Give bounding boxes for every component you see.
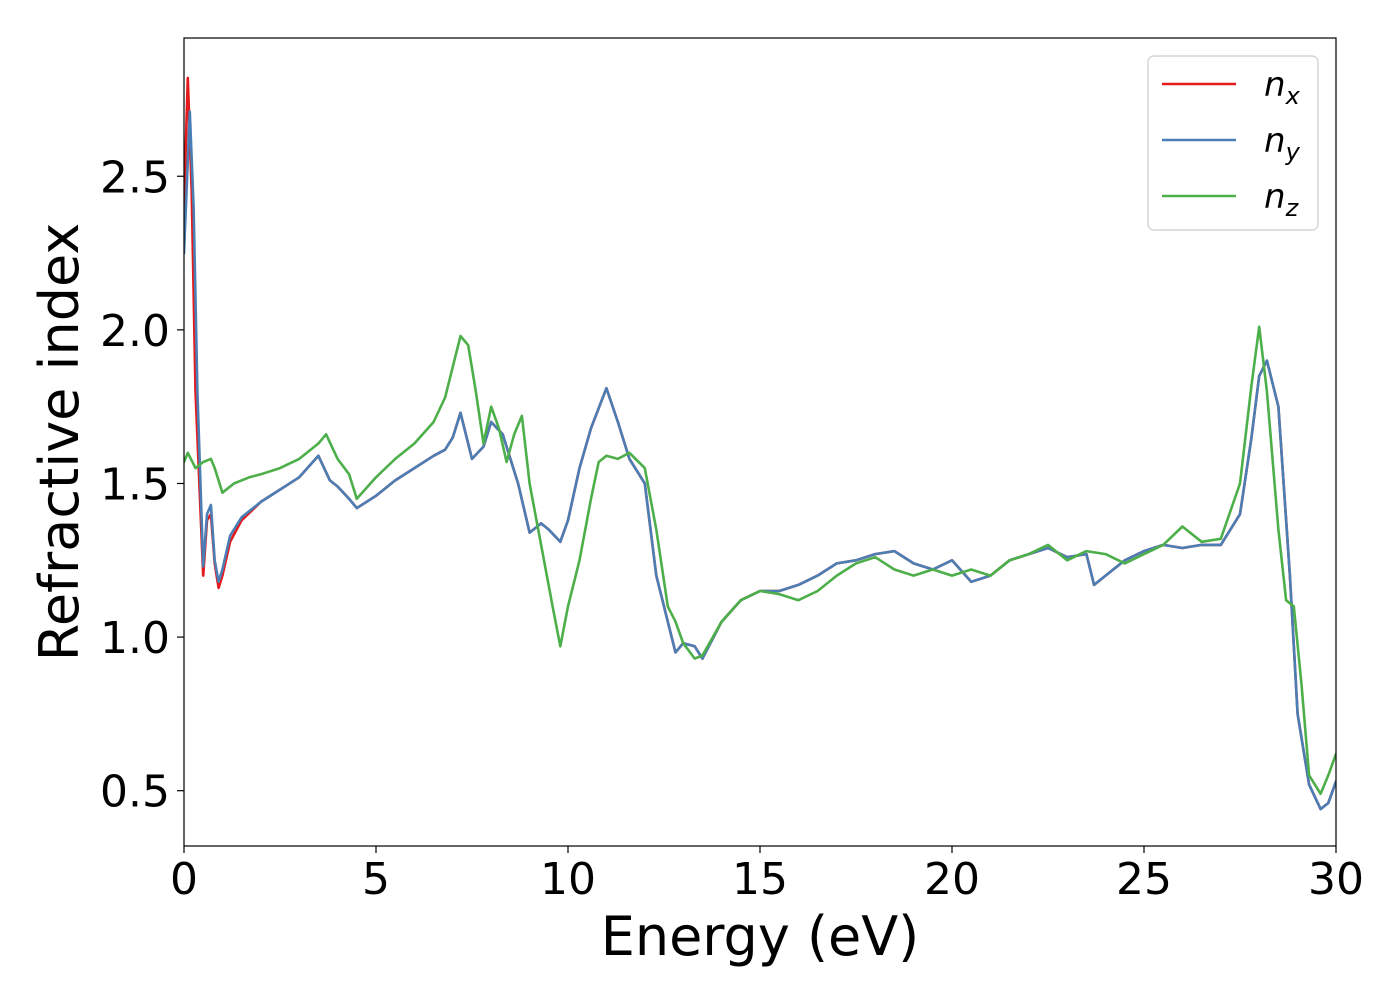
legend-label-y: ny: [1264, 121, 1301, 166]
y-tick-label: 2.5: [100, 152, 170, 203]
y-tick-label: 0.5: [100, 767, 170, 818]
y-axis: 0.5 1.0 1.5 2.0 2.5: [100, 152, 184, 818]
x-tick-label: 10: [540, 854, 596, 905]
x-tick-label: 20: [924, 854, 980, 905]
legend-label-x: nx: [1264, 65, 1301, 110]
series-layer: [184, 76, 1336, 811]
legend-box: [1147, 55, 1319, 231]
legend: nx ny nz: [1147, 55, 1319, 231]
x-tick-label: 30: [1308, 854, 1364, 905]
plot-area: [184, 38, 1336, 846]
series-line-y: [184, 110, 1336, 811]
series-line-z: [184, 325, 1336, 796]
legend-label-z: nz: [1264, 177, 1300, 222]
x-tick-label: 15: [732, 854, 788, 905]
x-tick-label: 0: [170, 854, 198, 905]
y-tick-label: 1.5: [100, 459, 170, 510]
x-tick-label: 25: [1116, 854, 1172, 905]
y-tick-label: 1.0: [100, 613, 170, 664]
y-axis-title: Refractive index: [28, 223, 91, 662]
x-axis: 0 5 10 15 20 25 30: [170, 846, 1364, 905]
y-tick-label: 2.0: [100, 306, 170, 357]
x-axis-title: Energy (eV): [601, 905, 920, 968]
x-tick-label: 5: [362, 854, 390, 905]
